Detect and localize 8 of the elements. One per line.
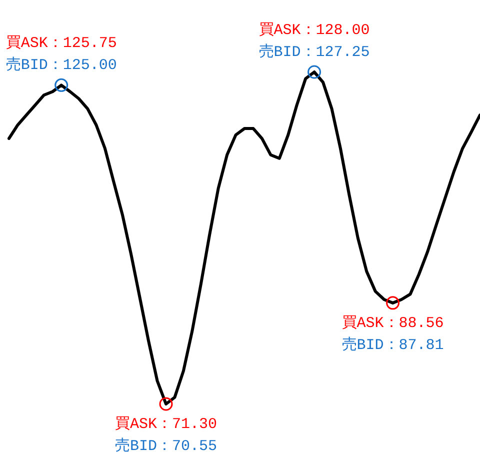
data-label: 買ASK：71.30 売BID：70.55: [114, 416, 218, 455]
data-label: 買ASK：128.00 売BID：127.25: [258, 22, 370, 61]
data-label: 買ASK：88.56 売BID：87.81: [342, 314, 444, 354]
point: [308, 65, 322, 79]
point: [386, 296, 400, 310]
point: [54, 78, 68, 92]
data-label: 買ASK：125.75 売BID：125.00: [6, 35, 117, 74]
point: [159, 397, 173, 411]
